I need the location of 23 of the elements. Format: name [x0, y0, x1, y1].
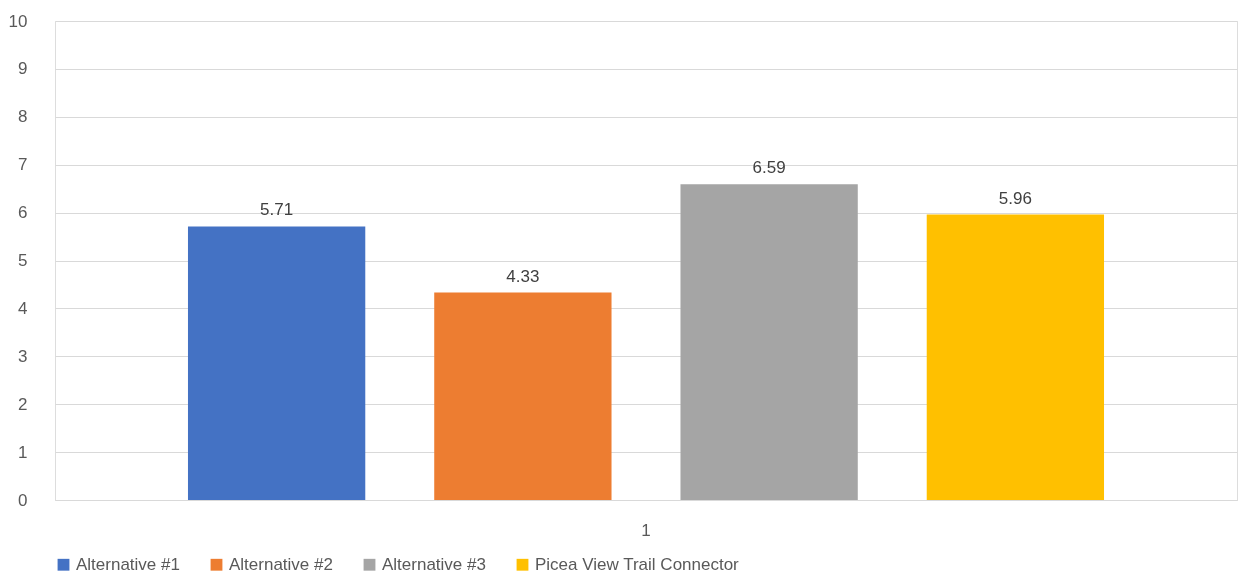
y-tick-label: 10 — [8, 11, 28, 31]
bar — [434, 292, 612, 500]
y-tick-label: 4 — [18, 298, 28, 318]
legend-label: Alternative #1 — [76, 554, 180, 574]
y-tick-label: 3 — [18, 346, 28, 366]
legend-label: Alternative #2 — [229, 554, 333, 574]
bar — [680, 184, 858, 500]
y-tick-label: 5 — [18, 251, 28, 270]
data-label: 5.71 — [260, 200, 294, 220]
y-tick-label: 1 — [18, 442, 28, 462]
data-label: 5.96 — [998, 188, 1032, 208]
y-tick-label: 8 — [18, 107, 28, 127]
data-label: 6.59 — [752, 158, 786, 178]
legend-label: Picea View Trail Connector — [535, 554, 740, 574]
legend-label: Alternative #3 — [382, 554, 486, 574]
bar — [926, 214, 1105, 500]
y-tick-label: 9 — [18, 59, 28, 79]
y-tick-label: 0 — [18, 490, 28, 510]
y-tick-label: 6 — [18, 203, 28, 223]
bar — [187, 226, 366, 500]
y-tick-label: 7 — [18, 155, 28, 175]
y-tick-label: 2 — [18, 394, 28, 414]
data-label: 4.33 — [506, 266, 540, 286]
